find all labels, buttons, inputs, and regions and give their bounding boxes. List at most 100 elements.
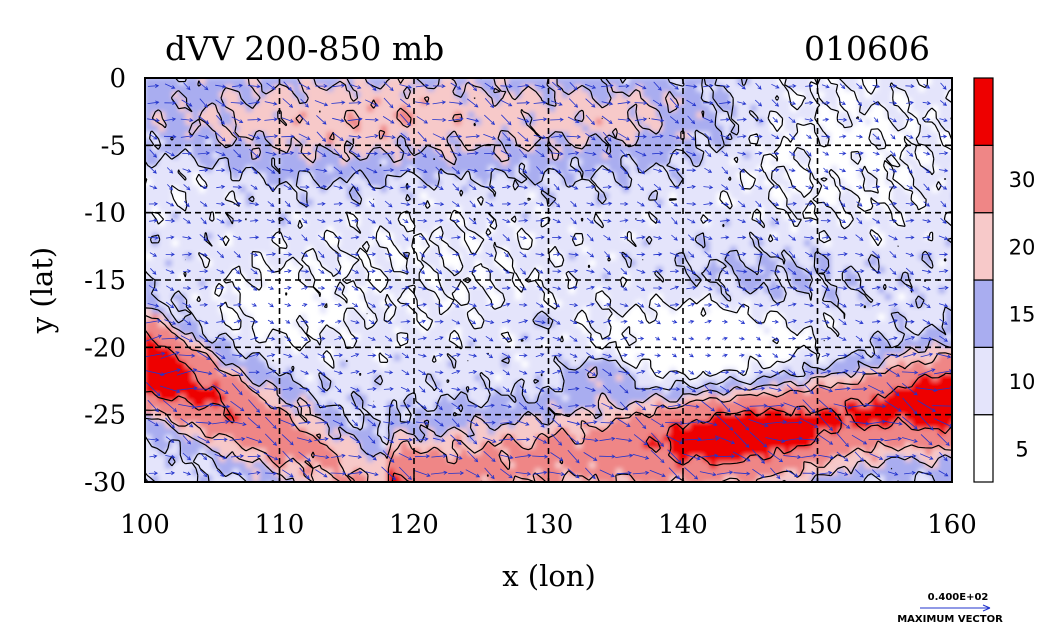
contour-cell — [326, 219, 334, 227]
contour-cell — [736, 111, 745, 119]
contour-cell — [844, 158, 852, 167]
contour-cell — [380, 84, 388, 92]
contour-cell — [925, 286, 933, 294]
contour-cell — [393, 179, 402, 187]
contour-cell — [467, 78, 476, 86]
contour-cell — [266, 280, 274, 288]
contour-cell — [427, 199, 435, 207]
contour-cell — [400, 273, 408, 281]
contour-cell — [757, 259, 765, 268]
contour-cell — [353, 158, 361, 167]
contour-cell — [279, 354, 287, 362]
contour-cell — [252, 165, 260, 173]
contour-cell — [292, 212, 301, 220]
contour-cell — [562, 152, 570, 160]
contour-cell — [239, 165, 247, 173]
contour-cell — [797, 246, 805, 254]
contour-cell — [844, 118, 852, 126]
contour-cell — [481, 212, 489, 220]
contour-cell — [783, 293, 792, 301]
contour-cell — [938, 259, 946, 268]
contour-cell — [797, 78, 805, 86]
contour-cell — [602, 91, 610, 99]
contour-cell — [266, 327, 274, 335]
contour-cell — [158, 259, 166, 268]
contour-cell — [662, 125, 671, 133]
contour-cell — [514, 266, 523, 274]
contour-cell — [360, 91, 368, 99]
contour-cell — [938, 219, 946, 227]
contour-cell — [185, 340, 193, 348]
contour-cell — [225, 333, 233, 342]
contour-cell — [938, 185, 946, 193]
contour-cell — [205, 118, 213, 126]
contour-cell — [467, 219, 476, 227]
contour-cell — [904, 199, 913, 207]
contour-cell — [366, 158, 375, 167]
contour-cell — [629, 84, 637, 92]
contour-cell — [763, 152, 771, 160]
contour-cell — [225, 354, 233, 362]
contour-cell — [770, 246, 778, 254]
contour-cell — [582, 98, 590, 106]
contour-cell — [461, 246, 469, 254]
contour-cell — [824, 118, 832, 126]
contour-cell — [837, 226, 845, 234]
contour-cell — [427, 192, 435, 200]
contour-cell — [884, 280, 893, 288]
contour-cell — [736, 98, 745, 106]
contour-cell — [891, 226, 899, 234]
contour-cell — [514, 219, 523, 227]
contour-cell — [716, 300, 724, 308]
contour-cell — [588, 320, 597, 328]
contour-cell — [703, 273, 711, 281]
contour-cell — [689, 111, 697, 119]
contour-cell — [198, 219, 207, 227]
contour-cell — [696, 259, 704, 268]
contour-cell — [635, 226, 644, 234]
contour-cell — [205, 347, 213, 355]
contour-cell — [938, 91, 946, 99]
contour-cell — [145, 327, 153, 335]
contour-cell — [501, 104, 509, 113]
contour-cell — [393, 293, 402, 301]
contour-cell — [407, 333, 415, 342]
contour-cell — [541, 300, 550, 308]
contour-cell — [447, 347, 455, 355]
contour-cell — [366, 152, 375, 160]
contour-cell — [340, 320, 348, 328]
contour-cell — [272, 320, 281, 328]
contour-cell — [192, 111, 200, 119]
contour-cell — [279, 300, 287, 308]
contour-cell — [662, 232, 671, 241]
contour-cell — [824, 306, 832, 315]
contour-cell — [353, 273, 361, 281]
contour-cell — [514, 286, 523, 294]
contour-cell — [689, 84, 697, 92]
contour-cell — [696, 219, 704, 227]
contour-cell — [145, 138, 153, 146]
contour-cell — [662, 340, 671, 348]
contour-cell — [662, 165, 671, 173]
contour-cell — [642, 327, 650, 335]
contour-cell — [824, 104, 832, 113]
contour-cell — [649, 111, 657, 119]
contour-cell — [783, 320, 792, 328]
contour-cell — [925, 219, 933, 227]
contour-cell — [851, 152, 859, 160]
contour-cell — [427, 313, 435, 321]
contour-cell — [225, 273, 233, 281]
contour-cell — [864, 259, 872, 268]
contour-cell — [232, 239, 240, 247]
contour-cell — [461, 104, 469, 113]
contour-cell — [837, 293, 845, 301]
contour-cell — [777, 347, 785, 355]
contour-cell — [635, 306, 644, 315]
contour-cell — [575, 199, 583, 207]
contour-cell — [864, 253, 872, 261]
contour-cell — [299, 145, 307, 153]
contour-cell — [683, 212, 691, 220]
contour-cell — [447, 91, 455, 99]
contour-cell — [219, 131, 227, 140]
contour-cell — [763, 165, 771, 173]
